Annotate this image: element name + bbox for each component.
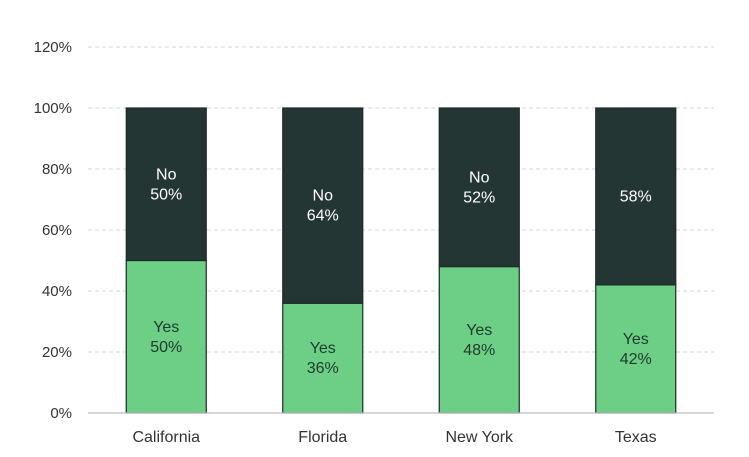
bar-segment-label: 50% (150, 186, 182, 203)
bar-segment-label: 50% (150, 339, 182, 356)
bar-segment-label: Yes (466, 322, 492, 339)
bar-segment-no (438, 107, 520, 268)
bar-segment-label: 36% (307, 360, 339, 377)
y-tick-label: 120% (34, 39, 72, 56)
bar-segment-no (125, 107, 207, 262)
bar-segment-yes (125, 259, 207, 414)
x-category-label: New York (445, 429, 514, 446)
x-category-label: California (132, 429, 200, 446)
bar-segment-label: 64% (307, 208, 339, 225)
bar-segment-label: 52% (463, 189, 495, 206)
y-tick-label: 20% (42, 344, 72, 361)
bar-segment-label: Yes (153, 319, 179, 336)
bar-segment-label: Yes (310, 340, 336, 357)
bar-segment-yes (438, 266, 520, 414)
bar-segment-no (595, 107, 677, 286)
bar-segment-yes (282, 302, 364, 414)
bar-segment-label: Yes (623, 331, 649, 348)
y-axis: 0% 20% 40% 60% 80% 100% 120% (34, 39, 72, 422)
bar-segment-label: 48% (463, 342, 495, 359)
bar-segment-label: 42% (620, 351, 652, 368)
bar-segment-label: 58% (620, 188, 652, 205)
x-category-label: Florida (298, 429, 347, 446)
bar-segment-label: No (313, 188, 334, 205)
bar-segment-yes (595, 284, 677, 414)
bars: Yes 50% No 50% Yes 36% No 64% Yes 48% No 52% Yes 42% 5… (125, 107, 677, 414)
y-tick-label: 60% (42, 222, 72, 239)
bar-segment-label: No (156, 166, 177, 183)
x-category-label: Texas (615, 429, 657, 446)
y-tick-label: 0% (50, 405, 72, 422)
y-tick-label: 100% (34, 100, 72, 117)
y-tick-label: 80% (42, 161, 72, 178)
y-tick-label: 40% (42, 283, 72, 300)
x-axis: California Florida New York Texas (88, 412, 714, 446)
bar-segment-no (282, 107, 364, 304)
bar-segment-label: No (469, 169, 490, 186)
